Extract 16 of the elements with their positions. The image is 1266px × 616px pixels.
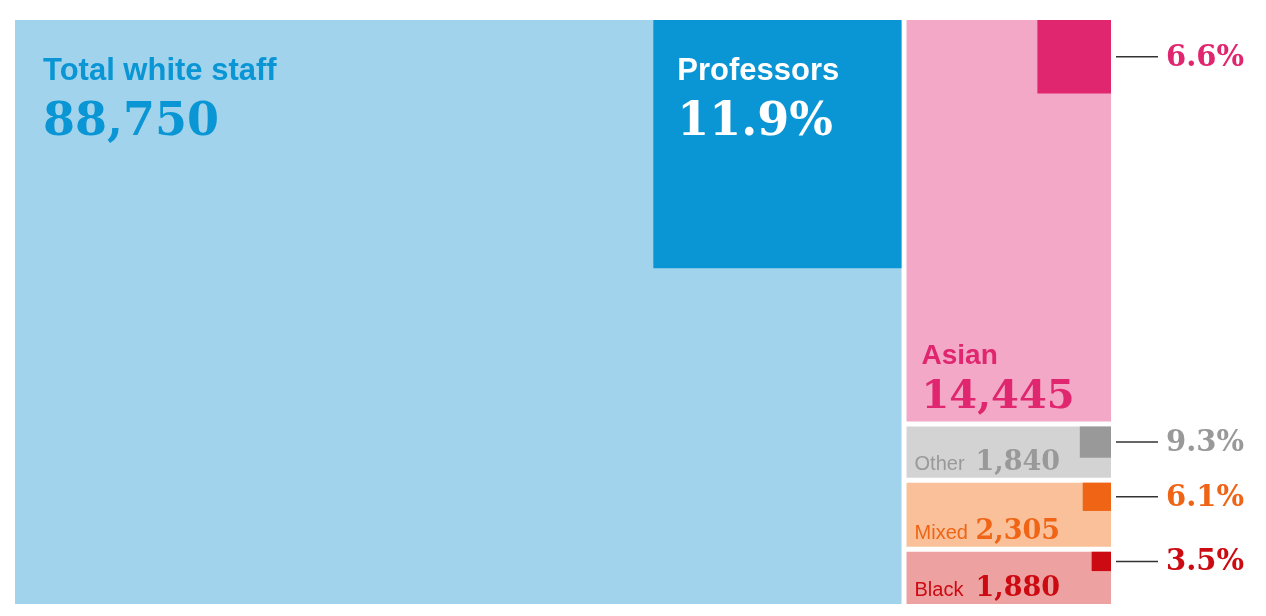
series-label: Professors <box>677 52 840 87</box>
data-label: 88,750 <box>43 92 220 146</box>
data-label: 1,840 <box>975 444 1061 476</box>
data-label: 2,305 <box>975 513 1061 545</box>
data-label: 6.6% <box>1166 38 1245 73</box>
category-label: Total white staff <box>43 52 278 87</box>
category-label: Other <box>914 451 965 474</box>
data-label: 1,880 <box>975 571 1061 602</box>
category-label: Mixed <box>914 520 968 543</box>
data-label: 6.1% <box>1166 478 1245 513</box>
data-label: 14,445 <box>921 369 1075 417</box>
data-label: 3.5% <box>1166 543 1245 578</box>
data-label: 11.9% <box>677 92 834 146</box>
category-label: Asian <box>921 338 998 370</box>
data-label: 9.3% <box>1166 424 1245 459</box>
category-label: Black <box>914 578 965 600</box>
